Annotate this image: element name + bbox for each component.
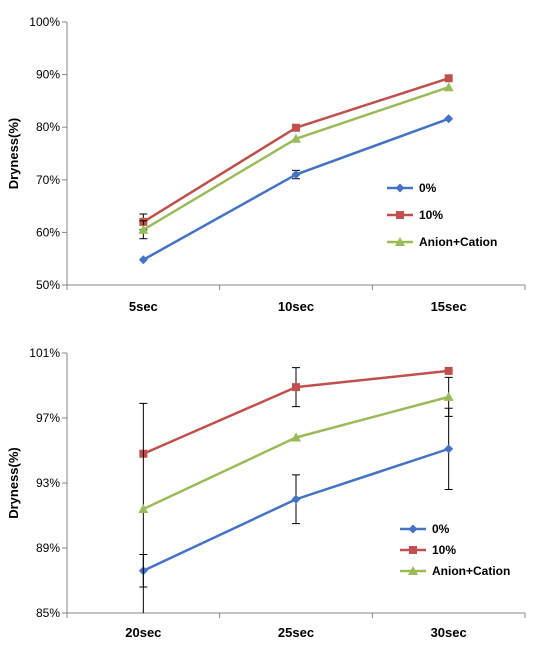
chart-bottom: 85% 89% 93% 97% 101% 20sec 25sec 30sec Dryness(%… xyxy=(6,346,526,640)
legend-label: Anion+Cation xyxy=(419,235,497,249)
y-axis-title: Dryness(%) xyxy=(6,118,21,190)
legend-label: 10% xyxy=(432,543,456,557)
legend-label: 10% xyxy=(419,208,443,222)
x-tick-label: 20sec xyxy=(125,625,161,640)
legend-marker xyxy=(408,566,418,575)
data-point xyxy=(444,114,454,124)
legend-marker xyxy=(395,237,405,246)
legend-marker xyxy=(395,183,405,193)
x-tick-label: 5sec xyxy=(129,299,158,314)
data-point xyxy=(138,504,149,513)
series-line xyxy=(142,86,450,231)
data-point xyxy=(291,432,301,442)
x-tick-label: 10sec xyxy=(278,299,314,314)
legend-label: 0% xyxy=(432,522,450,536)
legend-marker xyxy=(409,546,417,554)
data-point xyxy=(443,391,454,401)
data-point xyxy=(444,444,454,454)
y-tick-label: 90% xyxy=(36,68,60,82)
data-point xyxy=(444,366,453,375)
legend-label: 0% xyxy=(419,181,437,195)
data-point xyxy=(138,224,149,234)
data-point xyxy=(138,255,148,265)
y-tick-label: 50% xyxy=(36,278,60,292)
data-point xyxy=(291,170,301,180)
y-tick-label: 85% xyxy=(36,606,60,620)
y-tick-label: 60% xyxy=(36,225,60,239)
x-tick-label: 25sec xyxy=(278,625,314,640)
y-tick-label: 80% xyxy=(36,120,60,134)
chart-top: 50% 60% 70% 80% 90% 100% 5sec 10sec 15sec Dryness… xyxy=(6,15,526,314)
series-line xyxy=(142,77,450,223)
data-point xyxy=(292,123,300,132)
legend-label: Anion+Cation xyxy=(432,564,510,578)
data-point xyxy=(291,133,301,143)
y-tick-label: 89% xyxy=(36,541,60,555)
y-axis-title: Dryness(%) xyxy=(6,447,21,519)
data-point xyxy=(292,383,300,392)
y-tick-label: 100% xyxy=(29,15,60,29)
x-tick-label: 15sec xyxy=(431,299,467,314)
data-point xyxy=(444,74,453,83)
data-point xyxy=(291,494,301,504)
y-tick-label: 101% xyxy=(29,346,60,360)
y-tick-label: 93% xyxy=(36,476,60,490)
legend-marker xyxy=(396,211,404,219)
y-tick-label: 97% xyxy=(36,411,60,425)
y-tick-label: 70% xyxy=(36,173,60,187)
legend-marker xyxy=(408,524,418,534)
x-tick-label: 30sec xyxy=(431,625,467,640)
data-point xyxy=(443,82,454,92)
